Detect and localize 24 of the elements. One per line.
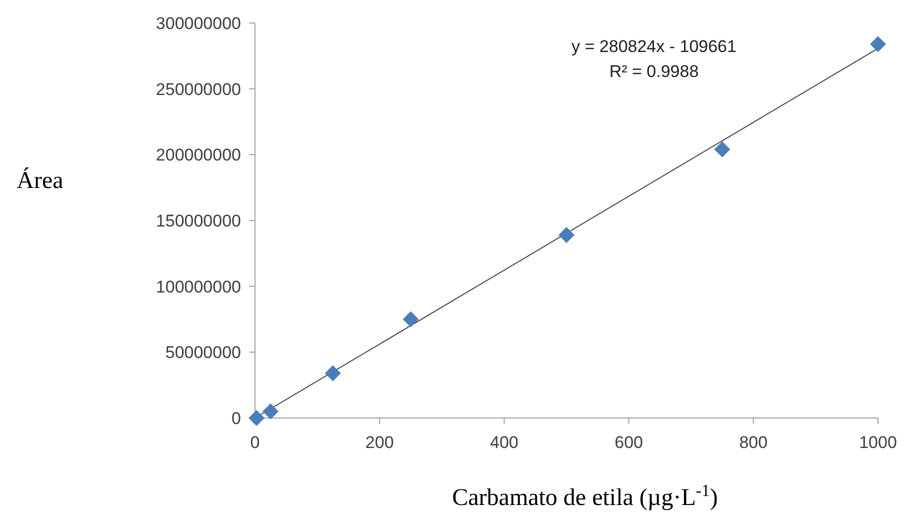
- y-tick-label: 300000000: [156, 14, 241, 33]
- y-tick-label: 0: [232, 408, 241, 428]
- annotation: R² = 0.9988: [609, 62, 699, 81]
- point: [870, 36, 886, 52]
- y-tick-label: 250000000: [156, 80, 241, 99]
- y-tick-label: 100000000: [156, 277, 241, 296]
- y-tick-label: 50000000: [165, 343, 241, 362]
- point: [248, 410, 265, 426]
- point: [714, 141, 730, 158]
- y-tick-label: 200000000: [156, 146, 241, 165]
- x-axis-title: Carbamato de etila (µg·L$^{-1}$): [452, 480, 718, 511]
- point: [558, 226, 574, 243]
- x-tick-label: 400: [490, 433, 518, 452]
- x-tick-label: 800: [739, 433, 768, 452]
- point: [402, 311, 419, 328]
- x-tick-label: 600: [614, 433, 643, 452]
- x-tick-label: 200: [365, 433, 394, 452]
- point: [262, 403, 279, 420]
- annotation: y = 280824x - 109661: [572, 37, 736, 56]
- point: [324, 365, 341, 382]
- x-tick-label: 0: [250, 433, 260, 452]
- x-tick-label: 1000: [859, 433, 897, 452]
- y-axis-title: Área: [16, 167, 64, 194]
- y-tick-label: 150000000: [156, 211, 241, 230]
